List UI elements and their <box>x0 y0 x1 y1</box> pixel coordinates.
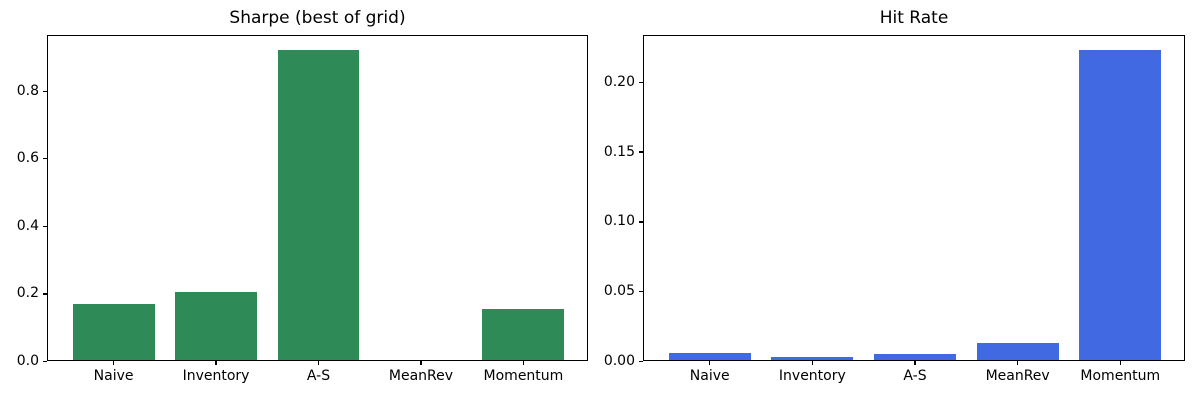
y-tick-mark <box>639 221 643 223</box>
x-tick-mark <box>1119 361 1121 365</box>
x-tick-label: Naive <box>689 368 730 384</box>
y-tick-label: 0.20 <box>603 73 635 90</box>
y-tick-label: 0.15 <box>603 143 635 160</box>
x-tick-label: A-S <box>306 368 331 384</box>
x-tick-label: A-S <box>903 368 927 384</box>
bar-a-s <box>873 354 957 360</box>
x-tick-label: Naive <box>93 368 134 384</box>
y-tick-mark <box>43 225 47 228</box>
x-tick-mark <box>317 361 320 365</box>
x-tick-mark <box>1016 361 1019 365</box>
x-tick-label: Momentum <box>1080 368 1161 384</box>
x-tick-label: Inventory <box>182 368 250 384</box>
hit-rate-plot-area: 0.00 0.05 0.10 0.15 0.20 Naive Inventory A-S Mea… <box>604 35 1185 384</box>
x-tick-mark <box>708 361 711 365</box>
x-tick-label: Inventory <box>778 368 846 384</box>
x-tick-mark <box>215 361 217 365</box>
x-tick-label: MeanRev <box>985 368 1050 384</box>
sharpe-chart-title: Sharpe (best of grid) <box>229 8 406 28</box>
bar-momentum <box>1079 50 1162 360</box>
y-tick-mark <box>43 90 47 92</box>
y-tick-mark <box>43 158 47 160</box>
bar-a-s <box>277 49 360 360</box>
y-tick-mark <box>639 360 643 363</box>
bar-momentum <box>482 309 565 360</box>
x-tick-mark <box>420 361 422 365</box>
x-tick-mark <box>914 361 916 365</box>
y-tick-mark <box>43 293 47 295</box>
y-tick-label: 0.8 <box>16 82 39 99</box>
sharpe-plot-area: 0.0 0.2 0.4 0.6 0.8 Naive Inventory A-S MeanRev M… <box>17 35 588 384</box>
x-tick-label: MeanRev <box>388 368 454 384</box>
y-tick-label: 0.4 <box>16 217 39 234</box>
bar-naive <box>72 303 155 360</box>
y-tick-label: 0.05 <box>603 283 635 300</box>
x-tick-mark <box>112 361 115 365</box>
y-tick-label: 0.6 <box>16 150 39 167</box>
y-tick-mark <box>639 290 643 293</box>
x-tick-label: Momentum <box>483 368 564 384</box>
x-tick-mark <box>811 361 814 365</box>
y-tick-label: 0.10 <box>603 213 635 230</box>
y-tick-mark <box>639 81 643 83</box>
bar-naive <box>668 353 751 360</box>
y-tick-mark <box>43 360 47 363</box>
bar-inventory <box>175 291 258 360</box>
bar-meanrev <box>976 343 1059 360</box>
y-tick-label: 0.00 <box>603 353 635 369</box>
y-tick-label: 0.0 <box>16 353 39 369</box>
x-tick-mark <box>522 361 525 365</box>
y-tick-label: 0.2 <box>16 285 39 302</box>
bar-inventory <box>771 357 854 360</box>
hit-rate-chart-title: Hit Rate <box>879 8 949 28</box>
y-tick-mark <box>639 151 643 153</box>
